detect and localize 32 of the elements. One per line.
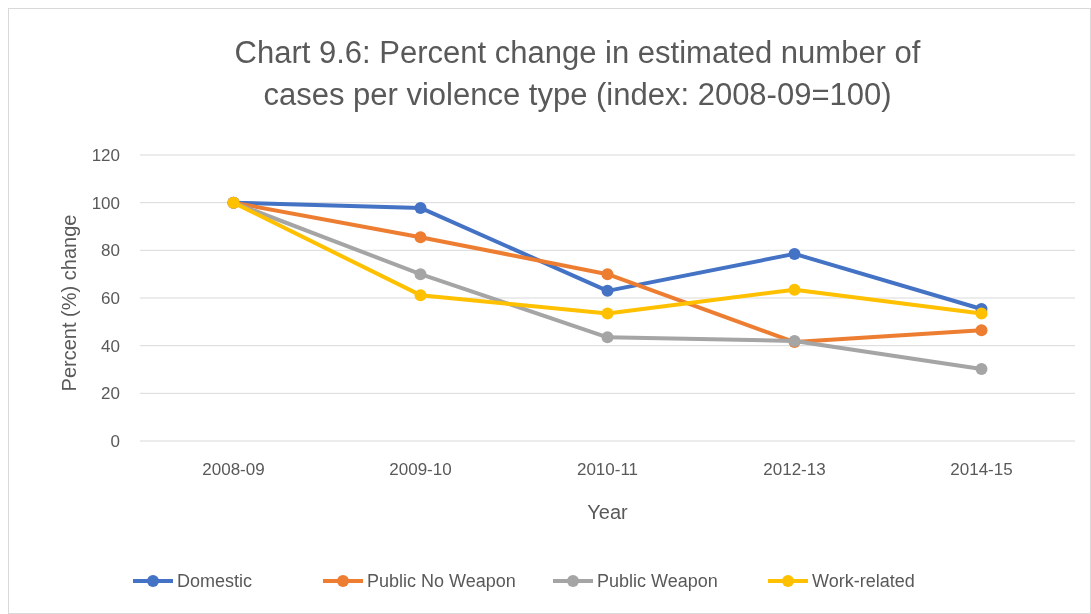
legend-label: Public No Weapon (367, 571, 516, 591)
y-tick-label: 80 (101, 241, 120, 261)
point (788, 247, 801, 260)
chart-title: Chart 9.6: Percent change in estimated number of cases per violence type (index: 2008-09=100) (234, 35, 921, 112)
x-tick-label: 2010-11 (576, 460, 639, 479)
y-tick-label: 120 (91, 146, 120, 165)
y-tick-label: 40 (101, 336, 120, 356)
point (788, 283, 801, 296)
point (414, 231, 427, 244)
legend-label: Public Weapon (597, 571, 718, 591)
point (975, 307, 988, 320)
legend-label: Work-related (812, 571, 915, 591)
point (601, 307, 614, 320)
point (975, 324, 988, 337)
x-tick-label: 2012-13 (763, 460, 826, 479)
y-tick-label: 100 (91, 193, 120, 213)
y-tick-label: 60 (101, 289, 120, 308)
x-tick-label: 2008-09 (202, 460, 265, 479)
y-tick-label: 20 (101, 384, 120, 404)
point (601, 331, 614, 344)
point (975, 363, 988, 376)
legend-label: Domestic (177, 571, 253, 591)
point (414, 268, 427, 281)
point (601, 268, 614, 281)
point (601, 284, 614, 297)
x-tick-label: 2014-15 (950, 460, 1013, 479)
y-axis-title: Percent (%) change (58, 214, 80, 392)
y-tick-label: 0 (110, 432, 120, 451)
x-tick-label: 2009-10 (389, 460, 452, 479)
point (414, 289, 427, 302)
point (414, 201, 427, 214)
x-axis-title: Year (587, 501, 629, 523)
